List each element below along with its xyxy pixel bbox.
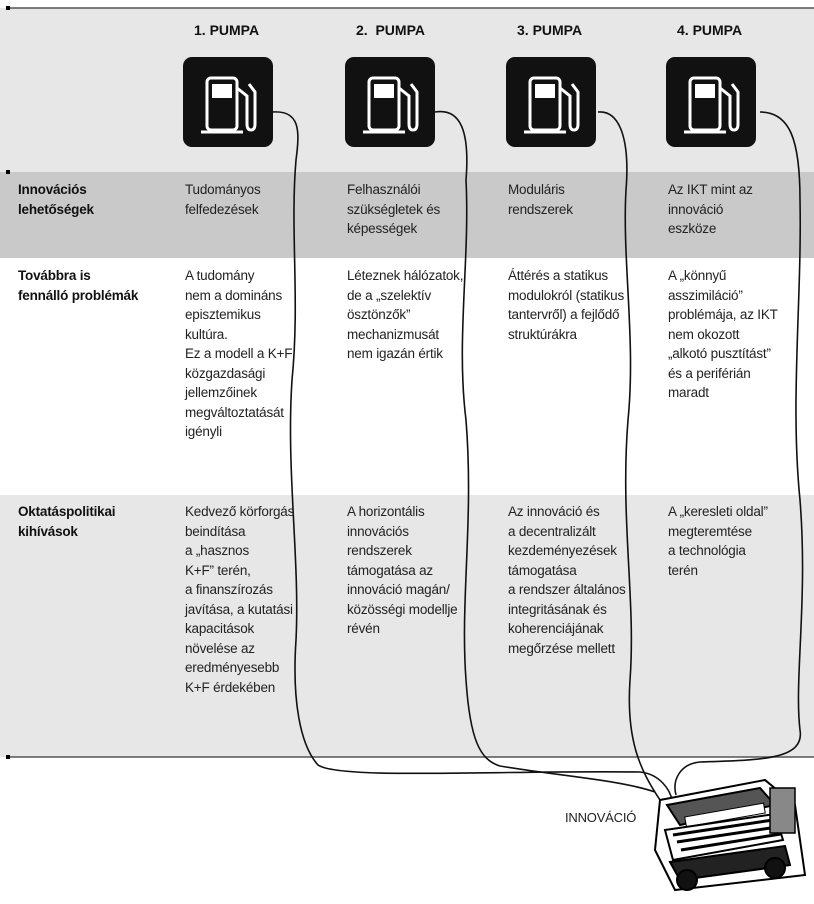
cell: Tudományos felfedezések (185, 182, 261, 217)
cell: Áttérés a statikus modulokról (statikus … (508, 268, 625, 342)
row-band (0, 172, 814, 258)
cell: Az IKT mint az innováció eszköze (668, 182, 753, 236)
row-label: Oktatáspolitikai kihívások (18, 504, 116, 539)
cell: A „keresleti oldal” megteremtése a techn… (668, 504, 768, 578)
hose (674, 111, 804, 796)
cell: Az innováció és a decentralizált kezdemé… (508, 504, 626, 656)
pump-nozzle (559, 83, 580, 132)
pump-nozzle (719, 83, 740, 132)
column-header: 4. PUMPA (677, 22, 743, 38)
bus (653, 778, 807, 892)
pump-nozzle (398, 83, 419, 132)
cell: Kedvező körforgás beindítása a „hasznos … (185, 504, 295, 695)
row-label: Továbbra is fennálló problémák (18, 268, 139, 303)
pump-display (695, 84, 715, 98)
column-header: 3. PUMPA (517, 22, 583, 38)
row-band (0, 258, 814, 495)
column-header: 1. PUMPA (194, 22, 260, 38)
hoses (271, 110, 804, 801)
cell: Léteznek hálózatok, de a „szelektív öszt… (347, 268, 464, 361)
cell: Moduláris rendszerek (508, 182, 573, 217)
hose (434, 110, 656, 793)
cell: Felhasználói szükségletek és képességek (347, 182, 441, 236)
pump-body (688, 76, 722, 132)
pump-display (374, 84, 394, 98)
cell: A tudomány nem a domináns episztemikus k… (185, 268, 293, 439)
cell: A horizontális innovációs rendszerek tám… (347, 504, 458, 636)
row-label: Innovációs lehetőségek (18, 182, 94, 217)
corner (6, 755, 10, 759)
pump-display (212, 84, 232, 98)
corner (6, 170, 10, 174)
pump-display (535, 84, 555, 98)
row-band (0, 495, 814, 757)
pump-nozzle (236, 83, 257, 132)
pump-body (528, 76, 562, 132)
hose (597, 111, 661, 801)
cell: A „könnyű asszimiláció” problémája, az I… (668, 268, 778, 400)
column-header: 2. PUMPA (356, 22, 425, 38)
pump-body (367, 76, 401, 132)
corner (6, 6, 10, 10)
bus-label: INNOVÁCIÓ (565, 810, 637, 825)
pump-body (205, 76, 239, 132)
